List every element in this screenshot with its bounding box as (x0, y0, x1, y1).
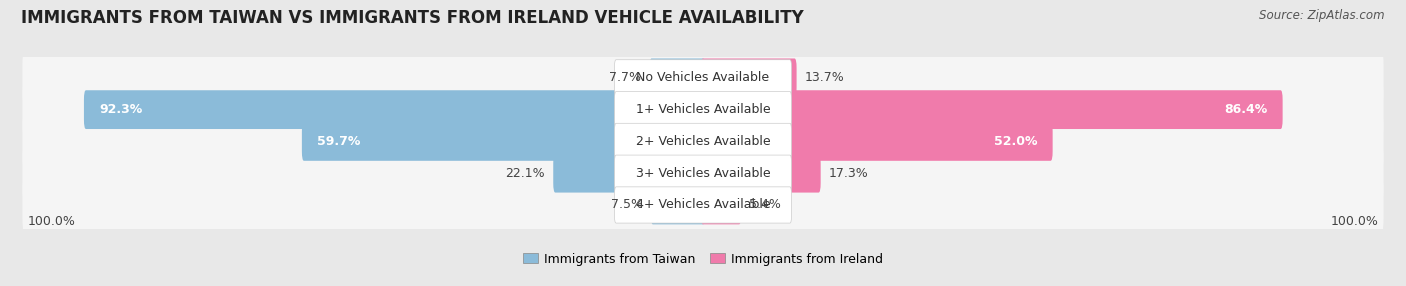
FancyBboxPatch shape (702, 58, 797, 97)
FancyBboxPatch shape (22, 41, 1384, 115)
FancyBboxPatch shape (702, 122, 1053, 161)
FancyBboxPatch shape (614, 92, 792, 128)
Text: 2+ Vehicles Available: 2+ Vehicles Available (636, 135, 770, 148)
Text: No Vehicles Available: No Vehicles Available (637, 71, 769, 84)
FancyBboxPatch shape (702, 186, 741, 224)
Text: 100.0%: 100.0% (1330, 215, 1378, 228)
FancyBboxPatch shape (650, 58, 704, 97)
Text: 3+ Vehicles Available: 3+ Vehicles Available (636, 167, 770, 180)
FancyBboxPatch shape (302, 122, 704, 161)
FancyBboxPatch shape (614, 123, 792, 160)
FancyBboxPatch shape (22, 104, 1384, 178)
FancyBboxPatch shape (614, 155, 792, 191)
Text: 52.0%: 52.0% (994, 135, 1038, 148)
Text: 1+ Vehicles Available: 1+ Vehicles Available (636, 103, 770, 116)
Text: 92.3%: 92.3% (100, 103, 142, 116)
FancyBboxPatch shape (702, 90, 1282, 129)
Text: 86.4%: 86.4% (1225, 103, 1267, 116)
FancyBboxPatch shape (614, 60, 792, 96)
Text: 13.7%: 13.7% (804, 71, 845, 84)
Text: 17.3%: 17.3% (828, 167, 869, 180)
Text: 59.7%: 59.7% (318, 135, 360, 148)
Text: 22.1%: 22.1% (506, 167, 546, 180)
Text: 7.7%: 7.7% (609, 71, 641, 84)
Text: 7.5%: 7.5% (610, 198, 643, 211)
FancyBboxPatch shape (22, 136, 1384, 210)
FancyBboxPatch shape (614, 187, 792, 223)
Text: Source: ZipAtlas.com: Source: ZipAtlas.com (1260, 9, 1385, 21)
Legend: Immigrants from Taiwan, Immigrants from Ireland: Immigrants from Taiwan, Immigrants from … (517, 248, 889, 271)
FancyBboxPatch shape (553, 154, 704, 192)
FancyBboxPatch shape (84, 90, 704, 129)
FancyBboxPatch shape (651, 186, 704, 224)
FancyBboxPatch shape (22, 168, 1384, 242)
Text: 100.0%: 100.0% (28, 215, 76, 228)
Text: 5.4%: 5.4% (749, 198, 780, 211)
FancyBboxPatch shape (22, 72, 1384, 147)
FancyBboxPatch shape (702, 154, 821, 192)
Text: 4+ Vehicles Available: 4+ Vehicles Available (636, 198, 770, 211)
Text: IMMIGRANTS FROM TAIWAN VS IMMIGRANTS FROM IRELAND VEHICLE AVAILABILITY: IMMIGRANTS FROM TAIWAN VS IMMIGRANTS FRO… (21, 9, 804, 27)
